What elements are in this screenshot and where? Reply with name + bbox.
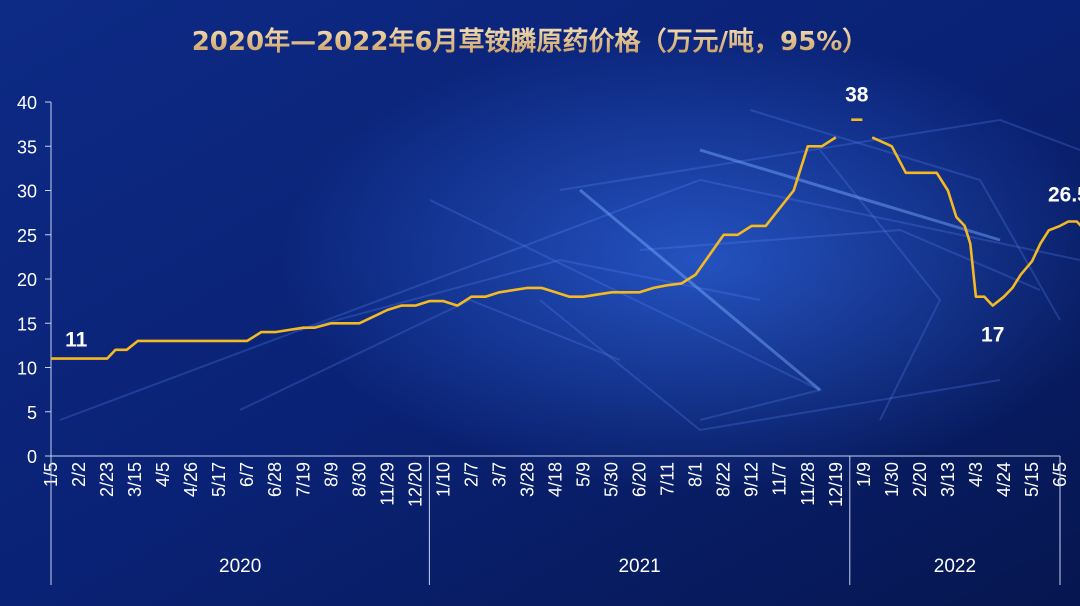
x-tick-label: 4/26 <box>181 462 201 497</box>
year-label: 2022 <box>934 556 976 577</box>
data-label: 26.5 <box>1048 183 1080 206</box>
chart-title: 2020年—2022年6月草铵膦原药价格（万元/吨，95%） <box>192 26 869 57</box>
y-tick-label: 10 <box>17 359 37 379</box>
x-tick-label: 4/3 <box>966 462 986 487</box>
x-tick-label: 11/7 <box>770 462 790 496</box>
y-tick-label: 15 <box>17 314 37 334</box>
x-tick-label: 3/15 <box>125 462 145 497</box>
y-tick-label: 35 <box>17 137 37 157</box>
x-tick-label: 1/10 <box>433 462 453 497</box>
x-tick-label: 8/1 <box>686 462 706 487</box>
x-tick-label: 8/22 <box>714 462 734 497</box>
x-tick-label: 5/30 <box>602 462 622 497</box>
year-label: 2020 <box>219 556 261 577</box>
x-tick-label: 2/7 <box>461 462 481 487</box>
x-tick-label: 5/15 <box>1022 462 1042 497</box>
x-tick-label: 2/20 <box>910 462 930 497</box>
x-tick-label: 6/20 <box>630 462 650 497</box>
x-tick-label: 4/18 <box>546 462 566 497</box>
x-tick-label: 6/28 <box>265 462 285 497</box>
year-label: 2021 <box>618 556 660 577</box>
x-tick-label: 12/20 <box>405 462 425 507</box>
x-tick-label: 12/19 <box>826 462 846 507</box>
y-tick-label: 25 <box>17 226 37 246</box>
x-tick-label: 7/19 <box>293 462 313 497</box>
x-tick-label: 2/2 <box>69 462 89 487</box>
x-tick-label: 11/28 <box>798 462 818 506</box>
x-tick-label: 6/7 <box>237 462 257 487</box>
annotations: 11 38 17 26.5 <box>65 84 1080 352</box>
series-layer <box>51 118 1080 360</box>
x-tick-label: 5/17 <box>209 462 229 497</box>
price-line <box>51 136 1080 360</box>
x-tick-label: 3/13 <box>938 462 958 497</box>
y-tick-label: 5 <box>27 403 37 423</box>
y-tick-label: 30 <box>17 182 37 202</box>
y-tick-label: 20 <box>17 270 37 290</box>
x-tick-label: 5/9 <box>574 462 594 487</box>
y-tick-label: 0 <box>27 447 37 467</box>
data-label: 38 <box>845 84 869 107</box>
x-tick-label: 4/24 <box>994 462 1014 497</box>
x-tick-label: 7/11 <box>658 462 678 496</box>
y-tick-label: 40 <box>17 93 37 113</box>
x-tick-label: 3/7 <box>489 462 509 487</box>
data-label: 11 <box>65 329 88 352</box>
x-tick-label: 3/28 <box>517 462 537 497</box>
x-tick-label: 11/29 <box>377 462 397 506</box>
x-tick-label: 2/23 <box>97 462 117 497</box>
x-tick-label: 1/9 <box>854 462 874 487</box>
data-label: 17 <box>981 324 1004 347</box>
x-tick-label: 8/30 <box>349 462 369 497</box>
x-tick-label: 1/30 <box>882 462 902 497</box>
x-tick-label: 8/9 <box>321 462 341 487</box>
x-tick-label: 4/5 <box>153 462 173 487</box>
x-tick-label: 9/12 <box>742 462 762 497</box>
